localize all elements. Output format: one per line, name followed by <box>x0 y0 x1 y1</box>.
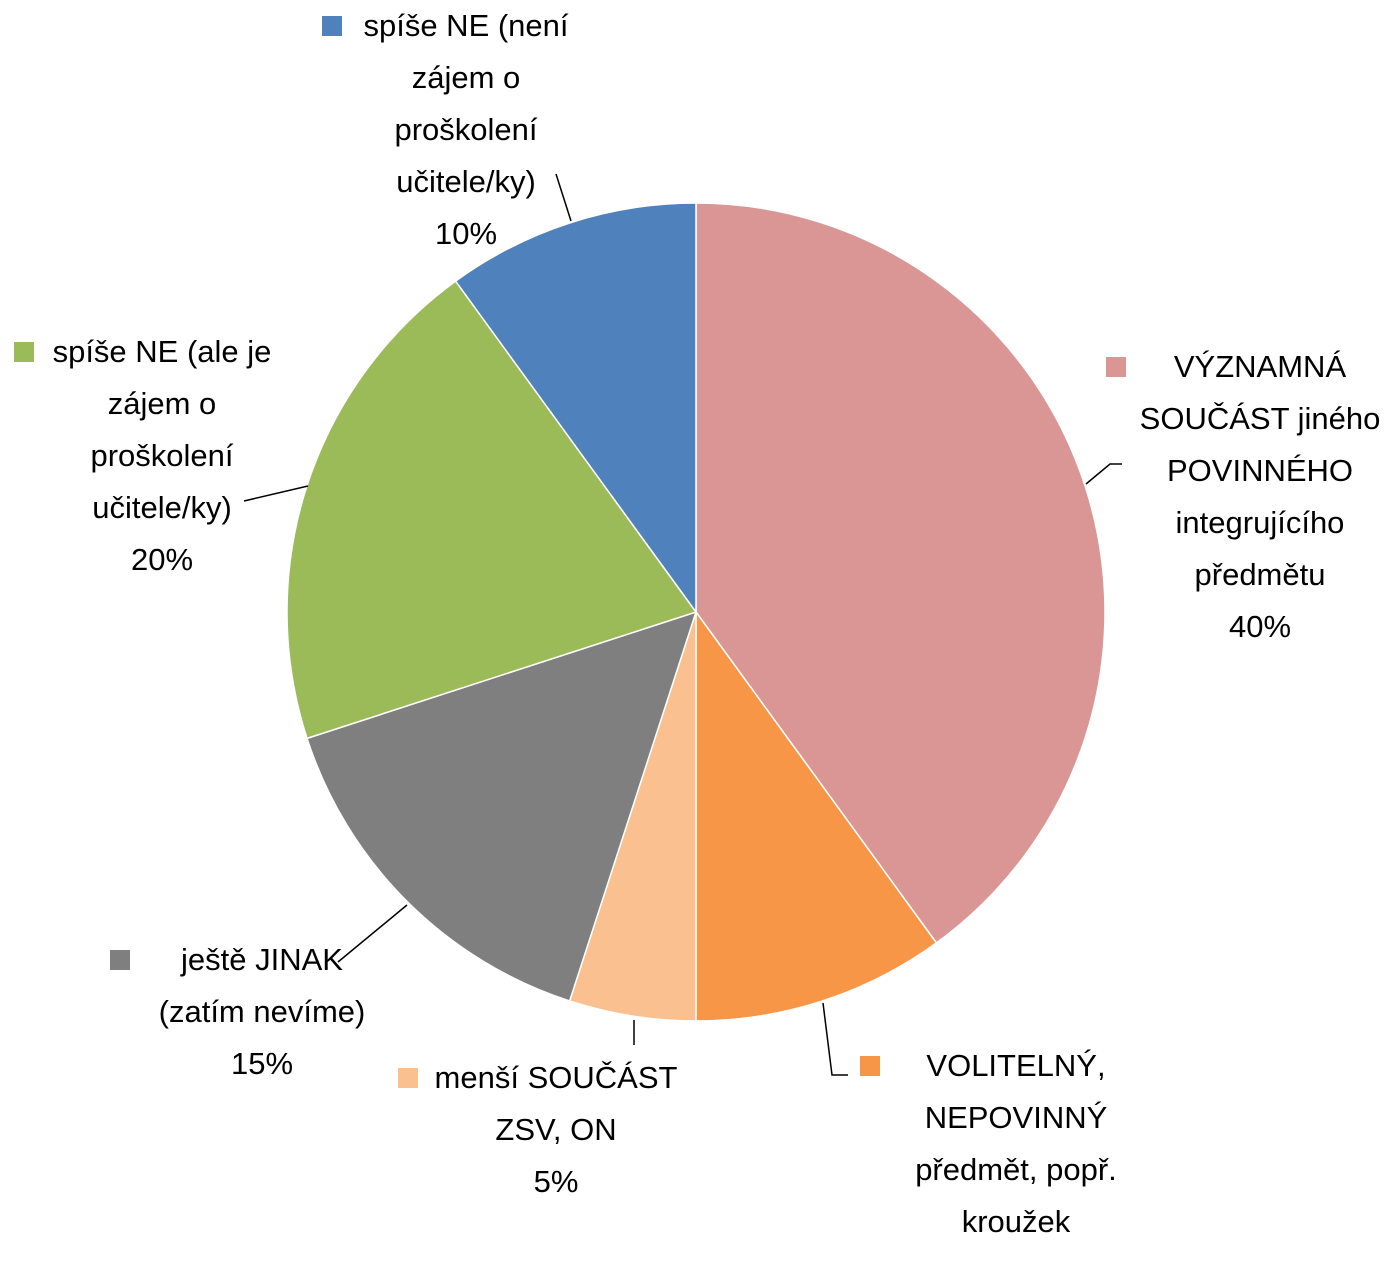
data-label-category-line: (zatím nevíme) <box>159 994 366 1029</box>
data-label-percent: 40% <box>1229 609 1291 644</box>
data-label: menší SOUČÁST ZSV, ON 5% <box>398 1060 678 1199</box>
leader-lines <box>243 173 1122 1076</box>
data-label-category-line: ZSV, ON <box>495 1112 616 1147</box>
legend-key-swatch <box>14 342 34 362</box>
legend-key-swatch <box>1106 357 1126 377</box>
pie-slice <box>306 610 698 1002</box>
data-label-category-line: zájem o <box>108 386 217 421</box>
data-label-category-line: učitele/ky) <box>92 490 232 525</box>
leader-line <box>337 904 408 963</box>
leader-line <box>822 1002 848 1076</box>
data-label: spíše NE (není zájem o proškolení učitele/k… <box>322 8 569 251</box>
data-label-category-line: spíše NE (ale je <box>53 334 272 369</box>
data-label-category-line: předmětu <box>1195 557 1326 592</box>
pie-slices <box>286 202 1106 1022</box>
data-label-category-line: učitele/ky) <box>396 164 536 199</box>
data-label-category-line: spíše NE (není <box>363 8 568 43</box>
pie-slice <box>695 202 1106 944</box>
data-label-category-line: menší SOUČÁST <box>435 1060 678 1095</box>
data-label-percent: 10% <box>985 1256 1047 1262</box>
data-label-percent: 5% <box>534 1164 579 1199</box>
data-label-category-line: SOUČÁST jiného <box>1140 401 1381 436</box>
legend-key-swatch <box>110 950 130 970</box>
data-label: VÝZNAMNÁ SOUČÁST jiného POVINNÉHO integrují… <box>1106 349 1380 644</box>
data-label-category-line: proškolení <box>394 112 537 147</box>
pie-slice <box>454 202 697 615</box>
data-label: ještě JINAK (zatím nevíme) 15% <box>110 942 365 1081</box>
legend-key-swatch <box>398 1068 418 1088</box>
data-label-category-line: integrujícího <box>1176 505 1345 540</box>
data-label-category-line: proškolení <box>90 438 233 473</box>
data-label-category-line: předmět, popř. <box>915 1152 1117 1187</box>
data-label-category-line: VÝZNAMNÁ <box>1174 349 1347 384</box>
pie-slice <box>695 609 938 1022</box>
legend-key-swatch <box>860 1056 880 1076</box>
data-label-percent: 20% <box>131 542 193 577</box>
leader-line <box>555 173 572 222</box>
data-labels: VÝZNAMNÁ SOUČÁST jiného POVINNÉHO integrují… <box>14 8 1380 1267</box>
data-label-category-line: VOLITELNÝ, <box>926 1048 1105 1083</box>
data-label-category-line: zájem o <box>412 60 521 95</box>
leader-line <box>1085 463 1122 485</box>
data-label-category-line: kroužek <box>962 1204 1071 1239</box>
data-label-category-line: NEPOVINNÝ <box>925 1100 1108 1135</box>
legend-key-swatch <box>322 16 342 36</box>
data-label: VOLITELNÝ, NEPOVINNÝ předmět, popř. kroužek… <box>860 1048 1117 1267</box>
data-label-category-line: POVINNÉHO <box>1167 453 1353 488</box>
data-label-percent: 15% <box>231 1046 293 1081</box>
data-label-percent: 10% <box>435 216 497 251</box>
data-label: spíše NE (ale je zájem o proškolení učitele… <box>14 334 271 577</box>
leader-line <box>243 485 309 502</box>
data-label-category-line: ještě JINAK <box>180 942 343 977</box>
